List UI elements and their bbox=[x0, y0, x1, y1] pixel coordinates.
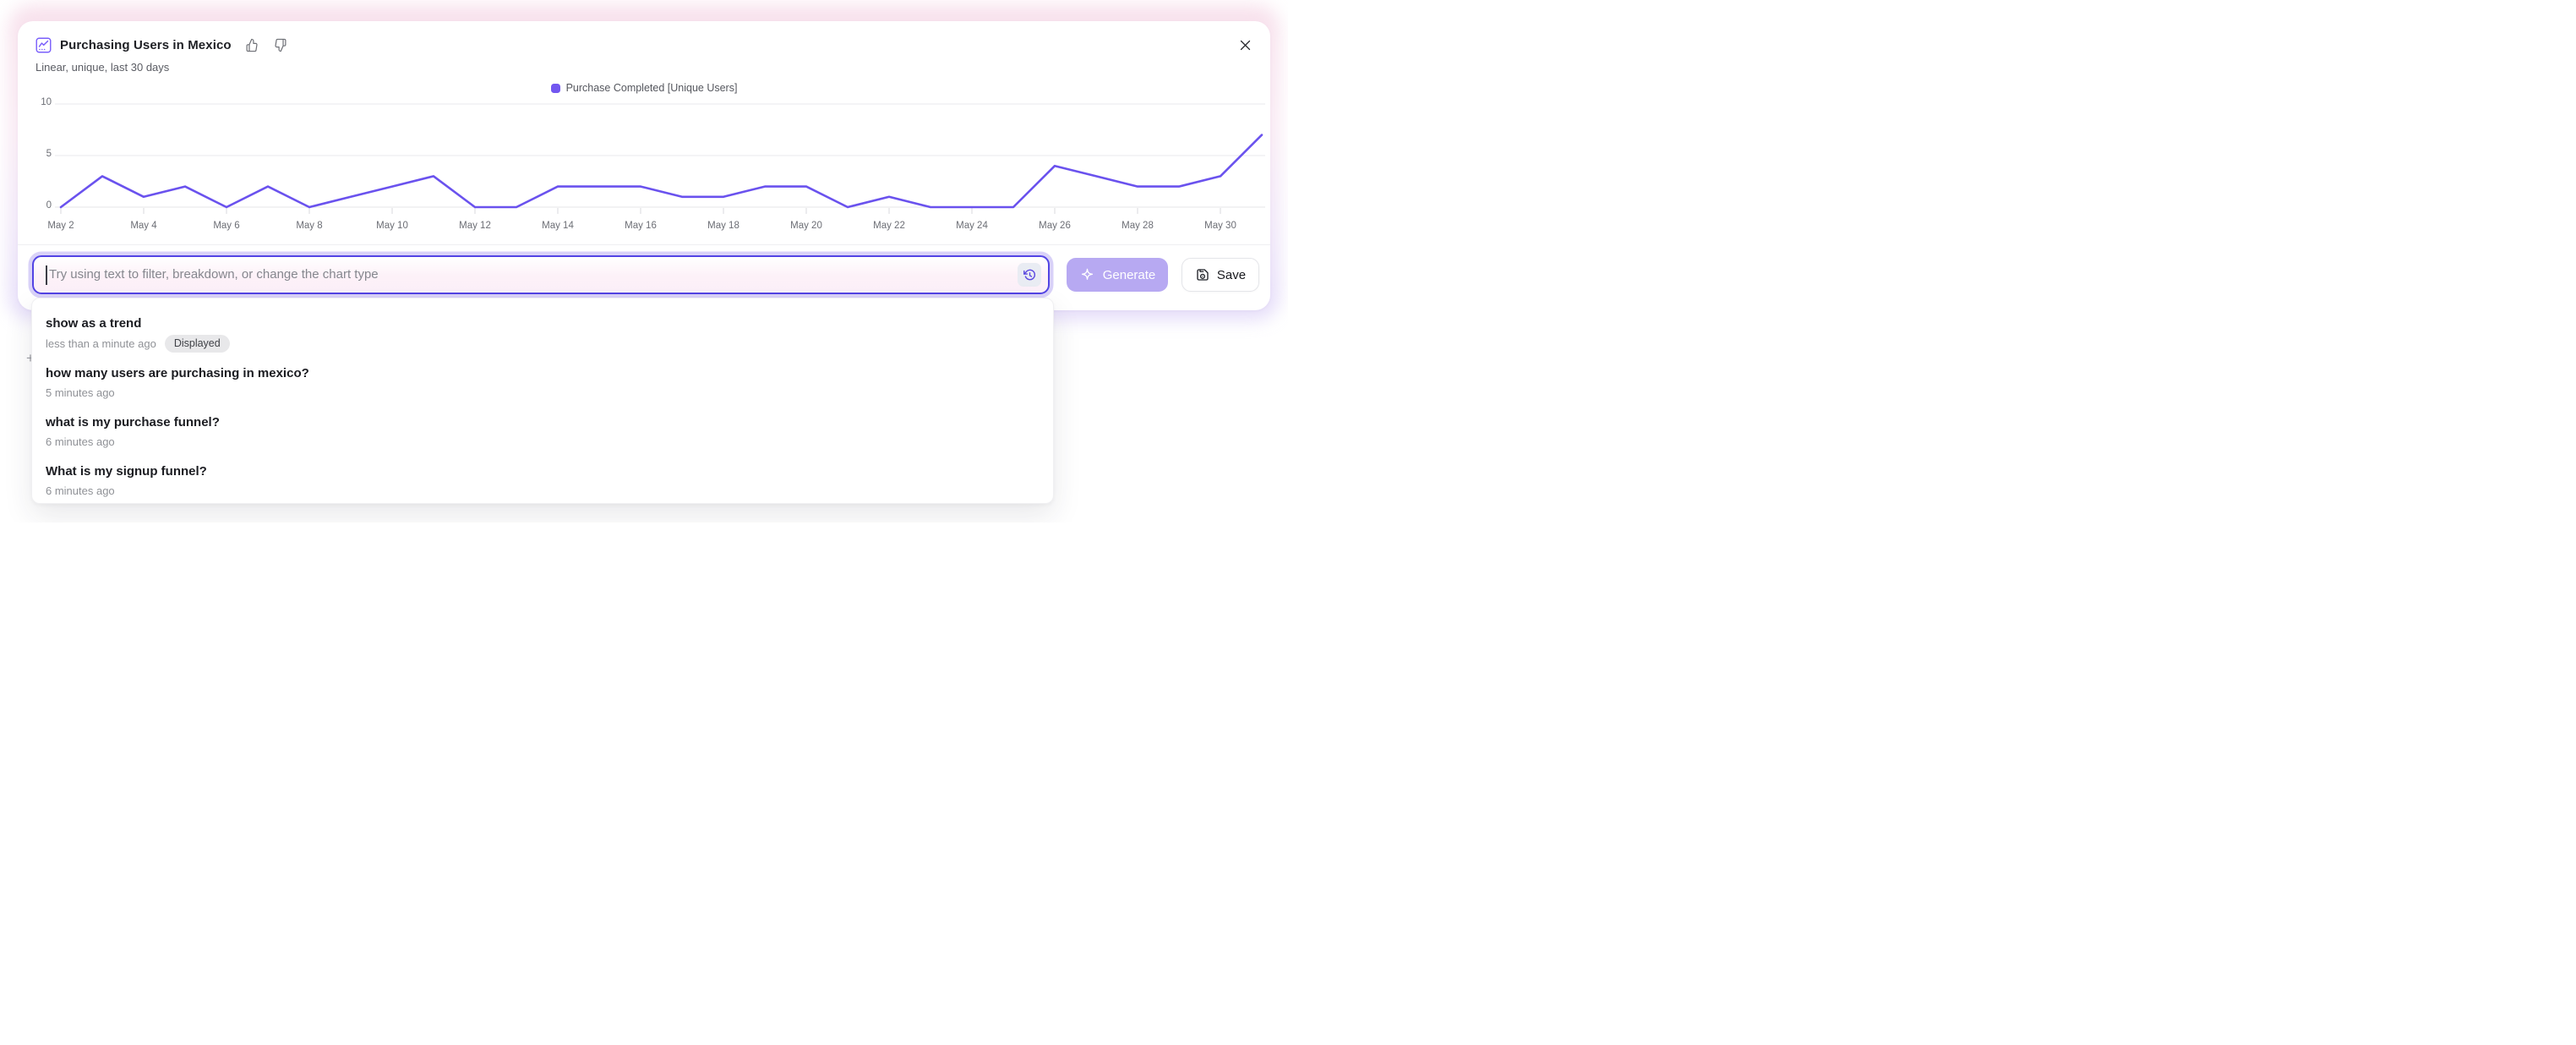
history-item-time: 5 minutes ago bbox=[46, 386, 115, 399]
x-axis-label: May 26 bbox=[1039, 221, 1071, 231]
history-item-title: what is my purchase funnel? bbox=[46, 415, 220, 429]
x-axis-label: May 18 bbox=[707, 221, 740, 231]
generate-button-label: Generate bbox=[1102, 267, 1156, 282]
history-item-meta: 6 minutes ago bbox=[46, 434, 1040, 451]
x-axis-label: May 28 bbox=[1122, 221, 1154, 231]
section-divider bbox=[18, 244, 1270, 245]
x-axis-label: May 10 bbox=[376, 221, 408, 231]
history-item-time: 6 minutes ago bbox=[46, 484, 115, 497]
chart-area: Purchase Completed [Unique Users] 0 5 10 M… bbox=[18, 77, 1270, 244]
history-item-time: 6 minutes ago bbox=[46, 435, 115, 448]
x-axis-label: May 8 bbox=[296, 221, 323, 231]
history-dropdown: show as a trend less than a minute ago Dis… bbox=[31, 298, 1054, 504]
text-cursor bbox=[46, 265, 47, 285]
y-axis-label: 5 bbox=[46, 149, 52, 159]
status-badge: Displayed bbox=[164, 335, 230, 353]
series-line bbox=[59, 134, 1263, 209]
x-axis-label: May 4 bbox=[130, 221, 157, 231]
history-item-meta: less than a minute ago Displayed bbox=[46, 335, 1040, 353]
x-axis-label: May 2 bbox=[47, 221, 74, 231]
x-axis-label: May 16 bbox=[625, 221, 657, 231]
x-axis-labels: May 2 May 4 May 6 May 8 May 10 May 12 May 14 Ma… bbox=[18, 221, 1270, 238]
history-clock-icon bbox=[1023, 269, 1035, 280]
save-button-label: Save bbox=[1216, 267, 1247, 282]
legend-swatch bbox=[550, 83, 560, 93]
chart-card: Purchasing Users in Mexico Linear, uniq bbox=[18, 21, 1270, 310]
history-item[interactable]: What is my signup funnel? 6 minutes ago bbox=[32, 457, 1053, 506]
history-item-title: how many users are purchasing in mexico? bbox=[46, 366, 309, 380]
chart-subtitle: Linear, unique, last 30 days bbox=[35, 61, 170, 74]
x-axis-label: May 6 bbox=[213, 221, 240, 231]
history-item[interactable]: how many users are purchasing in mexico?… bbox=[32, 358, 1053, 408]
x-axis-label: May 22 bbox=[873, 221, 905, 231]
generate-button[interactable]: Generate bbox=[1067, 258, 1168, 292]
chart-legend: Purchase Completed [Unique Users] bbox=[18, 82, 1270, 94]
history-item-title: What is my signup funnel? bbox=[46, 464, 207, 479]
x-axis-label: May 20 bbox=[790, 221, 822, 231]
history-item-time: less than a minute ago bbox=[46, 336, 156, 350]
history-button[interactable] bbox=[1018, 263, 1041, 287]
screen: Purchasing Users in Mexico Linear, uniq bbox=[0, 0, 1288, 522]
thumbs-down-icon[interactable] bbox=[273, 38, 287, 52]
x-axis-label: May 12 bbox=[459, 221, 491, 231]
plus-glyph: + bbox=[26, 350, 35, 366]
save-button[interactable]: Save bbox=[1182, 258, 1259, 292]
y-axis-label: 10 bbox=[41, 97, 52, 107]
controls-row: Try using text to filter, breakdown, or … bbox=[18, 245, 1270, 294]
line-chart-badge-icon bbox=[35, 37, 52, 53]
sparkle-icon bbox=[1081, 268, 1093, 280]
card-header: Purchasing Users in Mexico bbox=[18, 21, 1270, 57]
history-item[interactable]: what is my purchase funnel? 6 minutes ago bbox=[32, 408, 1053, 457]
close-button[interactable] bbox=[1236, 36, 1253, 53]
history-item-title: show as a trend bbox=[46, 316, 142, 331]
x-axis-label: May 30 bbox=[1204, 221, 1236, 231]
save-disk-icon bbox=[1197, 269, 1209, 281]
x-axis-label: May 24 bbox=[956, 221, 988, 231]
ai-prompt-input[interactable]: Try using text to filter, breakdown, or … bbox=[32, 255, 1050, 294]
thumbs-up-icon[interactable] bbox=[245, 38, 259, 52]
legend-label: Purchase Completed [Unique Users] bbox=[565, 82, 738, 94]
history-item-meta: 5 minutes ago bbox=[46, 385, 1040, 402]
y-axis-label: 0 bbox=[46, 200, 52, 211]
line-chart bbox=[55, 103, 1265, 214]
x-axis-label: May 14 bbox=[542, 221, 574, 231]
input-placeholder: Try using text to filter, breakdown, or … bbox=[49, 267, 379, 282]
close-icon bbox=[1240, 40, 1250, 50]
history-item[interactable]: show as a trend less than a minute ago Dis… bbox=[32, 309, 1053, 358]
page-title: Purchasing Users in Mexico bbox=[60, 37, 232, 52]
history-item-meta: 6 minutes ago bbox=[46, 483, 1040, 500]
